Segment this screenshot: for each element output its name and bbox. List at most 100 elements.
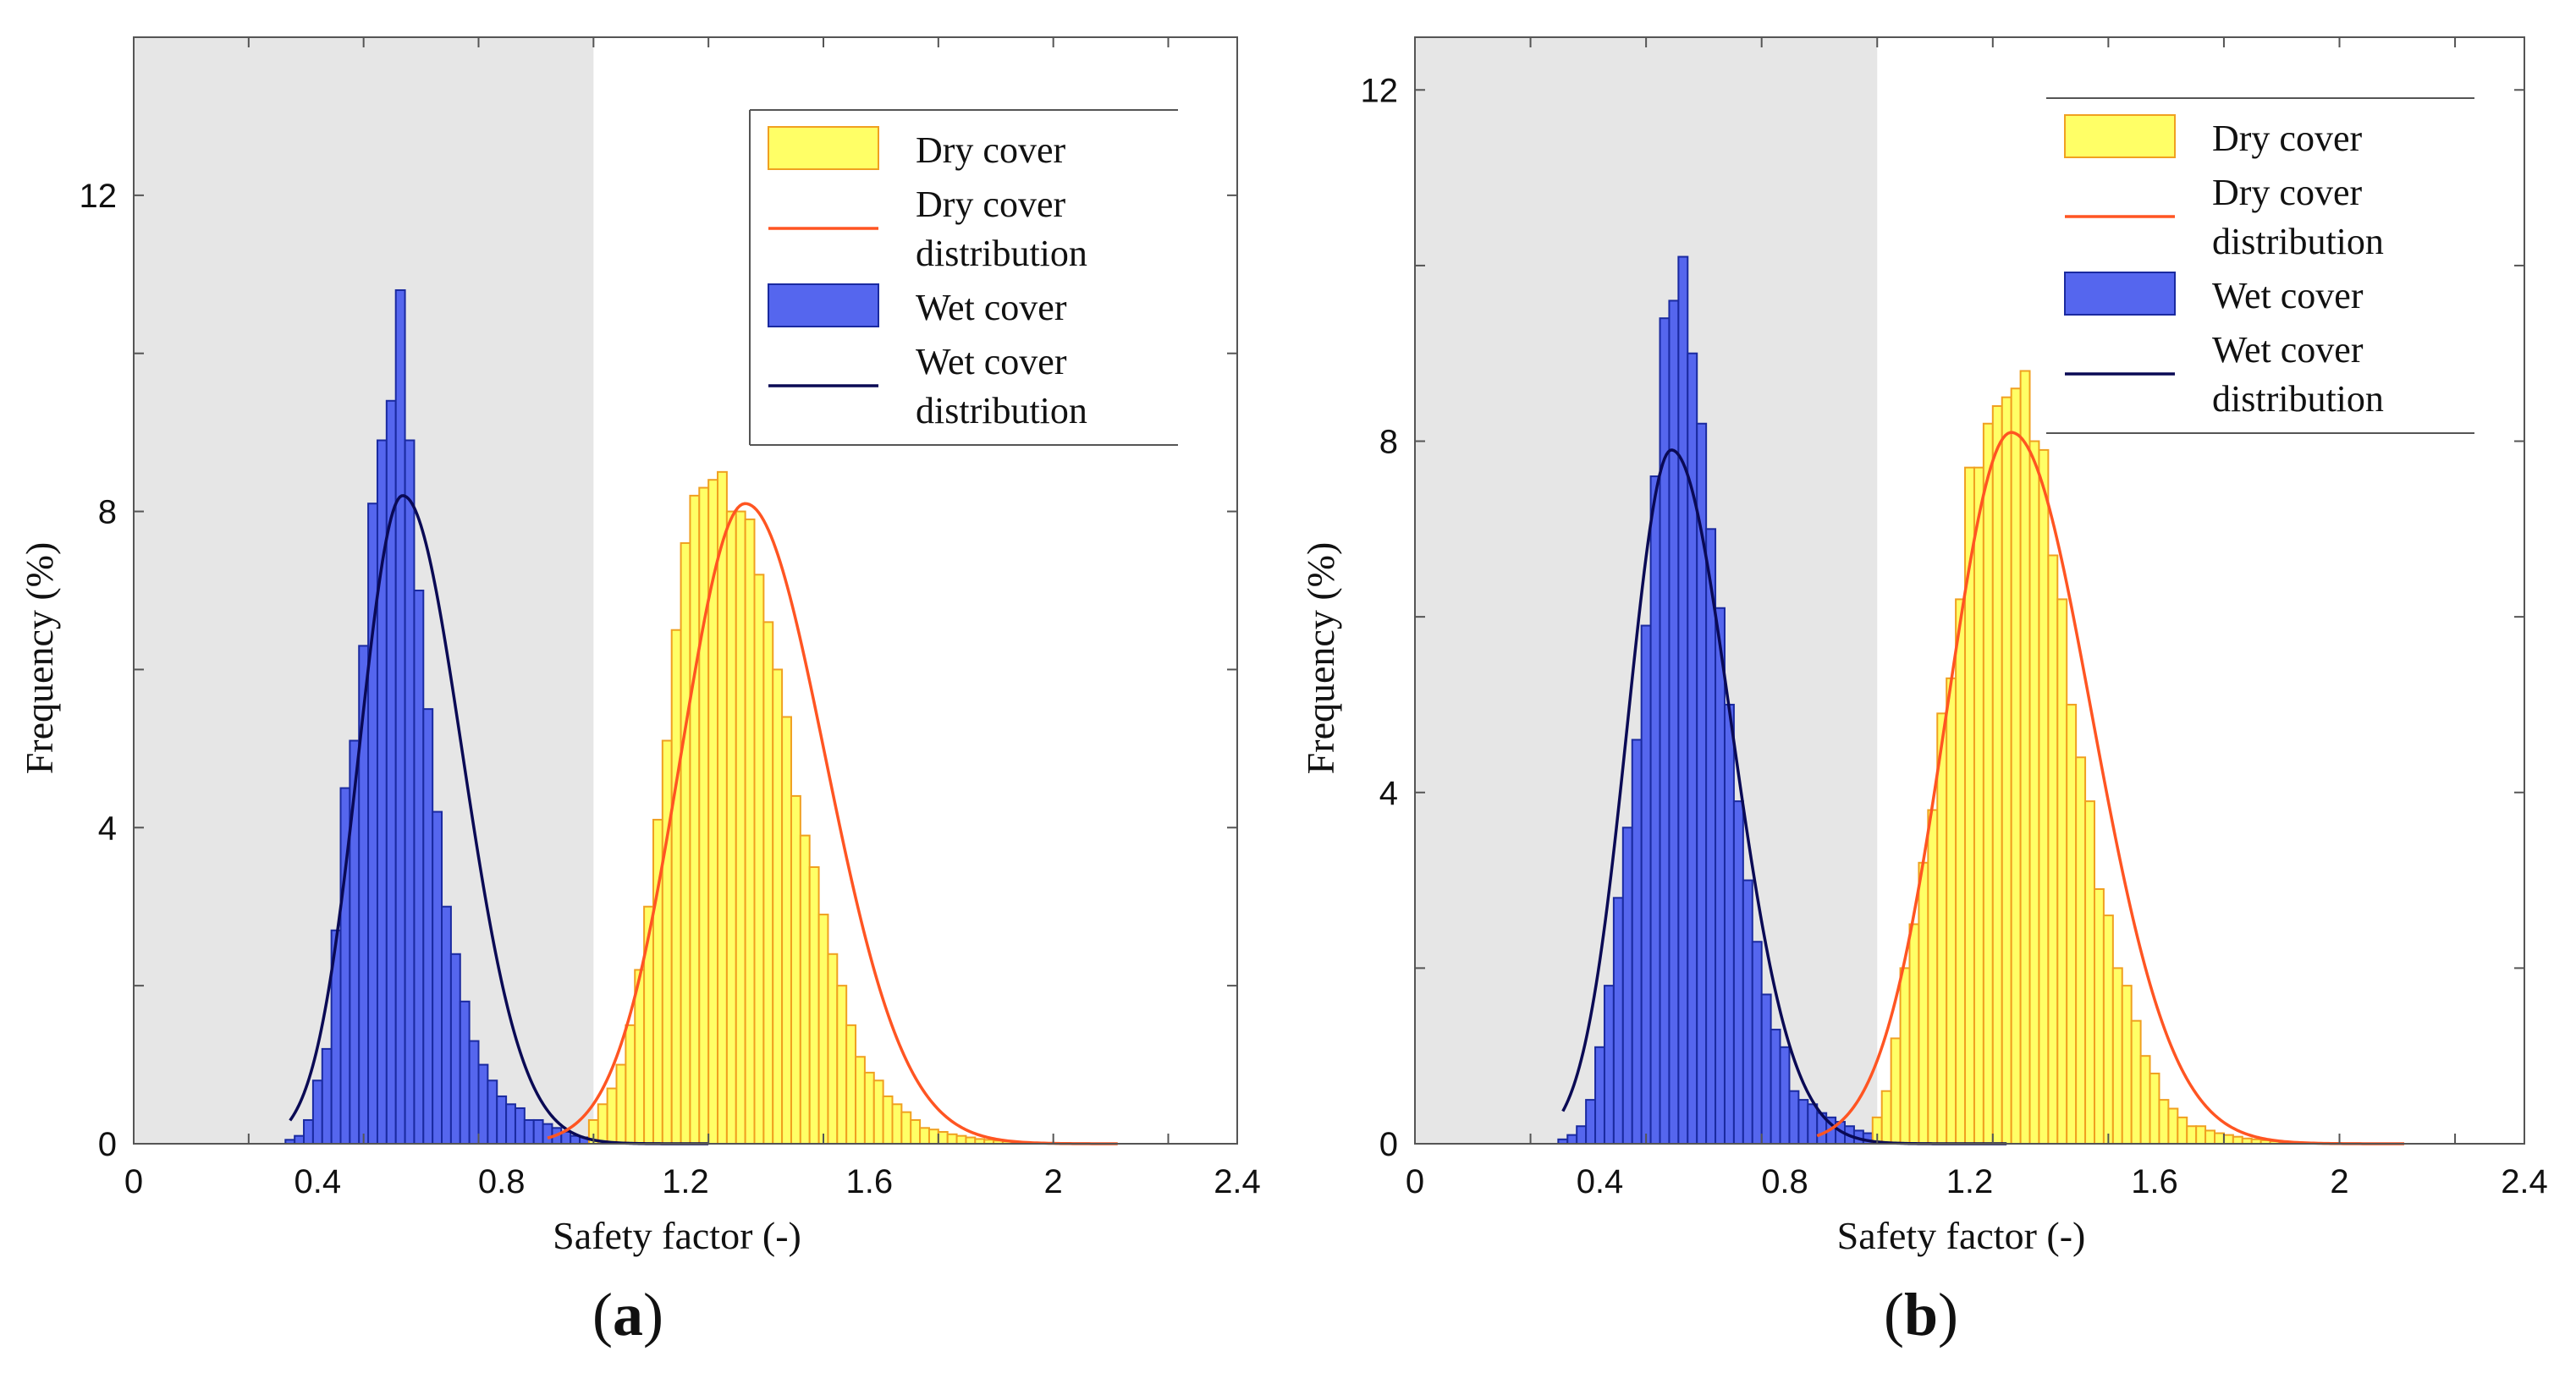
panel-label-part: ( — [592, 1281, 613, 1348]
dry-cover-bar — [927, 1129, 939, 1145]
wet-cover-bar — [1779, 1046, 1791, 1145]
dry-cover-bar — [717, 470, 728, 1145]
dry-cover-bar — [2010, 387, 2022, 1145]
dry-cover-bar — [1946, 677, 1957, 1145]
dry-cover-bar — [2102, 914, 2114, 1145]
legend-label: Dry cover — [916, 129, 1065, 171]
dry-cover-bar — [1936, 712, 1948, 1145]
y-axis-label: Frequency (%) — [18, 542, 61, 775]
wet-cover-bar — [1751, 941, 1763, 1145]
plot-frame — [1414, 36, 2525, 1145]
wet-cover-bar — [1659, 317, 1671, 1145]
wet-cover-bar — [385, 399, 397, 1145]
x-tick-label: 1.2 — [662, 1163, 709, 1200]
dry-cover-bar — [2232, 1135, 2243, 1145]
wet-cover-bar — [477, 1063, 489, 1145]
x-axis-label: Safety factor (-) — [1837, 1214, 2086, 1257]
dry-cover-bar — [689, 494, 701, 1145]
legend-label: distribution — [916, 233, 1087, 274]
chart-panel-b: 0 0.4 0.8 1.2 1.6 2 2.4 0 4 8 12 Safety factor (-) F… — [1299, 36, 2548, 1348]
wet-cover-bar — [532, 1118, 544, 1145]
dry-cover-bar — [863, 1071, 875, 1145]
dry-cover-bar — [836, 985, 848, 1145]
legend-label: Dry cover — [2212, 118, 2362, 159]
x-tick-label: 1.6 — [2131, 1163, 2178, 1200]
dry-cover-bar — [2158, 1099, 2170, 1145]
dry-cover-distribution-curve — [547, 502, 1118, 1145]
y-tick-label: 8 — [1379, 424, 1398, 461]
x-tick-label: 2.4 — [2501, 1163, 2548, 1200]
panel-label: (a) — [592, 1281, 663, 1348]
dry-cover-bar — [781, 716, 792, 1145]
dry-cover-bar — [2038, 448, 2050, 1145]
dry-cover-bar — [625, 1024, 636, 1145]
legend-label: distribution — [2212, 221, 2384, 262]
x-tick-label: 0 — [124, 1163, 143, 1200]
dry-cover-bar — [872, 1079, 884, 1145]
dry-cover-bar — [772, 668, 784, 1145]
wet-cover-bar — [1576, 1125, 1588, 1145]
panel-label-part: ( — [1884, 1281, 1904, 1348]
panel-label: (b) — [1884, 1281, 1958, 1348]
y-tick-label: 4 — [1379, 775, 1398, 812]
legend-label: Wet cover — [2212, 329, 2364, 371]
wet-cover-bar — [1742, 879, 1753, 1145]
legend-label: distribution — [2212, 378, 2384, 420]
dry-cover-bar — [2139, 1055, 2151, 1145]
dry-cover-bar — [735, 510, 746, 1145]
legend: Dry cover Dry cover distribution Wet cover W… — [2046, 97, 2474, 434]
wet-cover-bar — [487, 1079, 498, 1145]
wet-cover-bar — [496, 1095, 508, 1145]
dry-cover-bar — [1982, 422, 1994, 1145]
x-tick-label: 1.2 — [1946, 1163, 1994, 1200]
wet-cover-bar — [1631, 739, 1643, 1145]
legend-label: Wet cover — [916, 341, 1067, 382]
wet-cover-legend-swatch — [2064, 272, 2176, 316]
dry-cover-bar — [762, 621, 774, 1145]
dry-cover-bar — [2121, 985, 2133, 1145]
dry-cover-bar — [2177, 1116, 2188, 1145]
dry-cover-bar — [965, 1136, 977, 1145]
y-axis-label: Frequency (%) — [1299, 542, 1342, 775]
dry-cover-bar — [2056, 598, 2068, 1145]
y-tick-label: 12 — [1361, 72, 1399, 109]
dry-cover-bar — [2001, 396, 2012, 1145]
wet-cover-bar — [1640, 624, 1652, 1145]
wet-cover-bar — [449, 953, 461, 1145]
y-tick-label: 4 — [98, 810, 117, 847]
dry-cover-bar — [661, 739, 673, 1145]
x-axis-label: Safety factor (-) — [553, 1214, 801, 1257]
wet-cover-legend-swatch — [768, 283, 879, 327]
wet-cover-bar — [1797, 1099, 1809, 1145]
wet-cover-bar — [303, 1118, 314, 1145]
dry-cover-bar — [1908, 923, 1920, 1145]
dry-cover-bar — [2066, 703, 2078, 1145]
dry-cover-bar — [1955, 598, 1967, 1145]
panel-label-part: ) — [1938, 1281, 1958, 1348]
dry-cover-bar — [1918, 861, 1929, 1145]
wet-cover-bar — [514, 1107, 526, 1145]
x-tick-label: 2 — [1044, 1163, 1063, 1200]
wet-cover-bar — [394, 288, 406, 1145]
dry-cover-bar — [744, 518, 756, 1145]
x-tick-label: 0 — [1406, 1163, 1424, 1200]
dry-cover-bar — [799, 834, 811, 1145]
dry-cover-bar — [946, 1133, 958, 1145]
wet-cover-bar — [422, 708, 434, 1145]
wet-cover-bar — [1677, 255, 1689, 1145]
panel-label-part: ) — [643, 1281, 663, 1348]
wet-cover-bar — [505, 1103, 516, 1145]
dry-cover-bar — [2075, 756, 2087, 1145]
wet-cover-bar — [1621, 827, 1633, 1145]
wet-cover-bar — [1585, 1099, 1597, 1145]
x-tick-label: 0.4 — [294, 1163, 342, 1200]
wet-cover-bar — [1723, 703, 1735, 1145]
dry-cover-legend-swatch — [768, 126, 879, 170]
wet-cover-bar — [1687, 352, 1698, 1145]
dry-cover-bar — [2222, 1134, 2234, 1145]
dry-cover-bar — [910, 1118, 922, 1145]
legend-label: Dry cover — [916, 184, 1065, 225]
dry-cover-bar — [2214, 1132, 2225, 1145]
dry-cover-bar — [698, 486, 710, 1145]
